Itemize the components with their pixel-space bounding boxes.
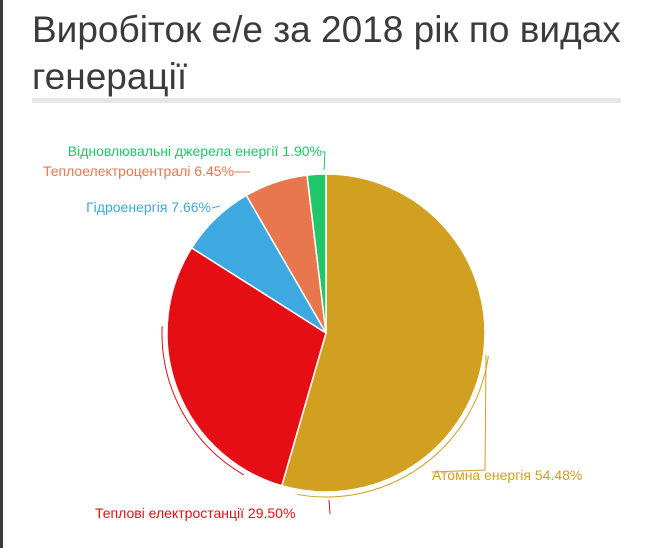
data-labels: Атомна енергія 54.48% Теплові електростан…: [43, 143, 582, 521]
title-underline: [32, 98, 621, 103]
slice-thermal: [166, 247, 327, 487]
label-renewable: Відновлювальні джерела енергії 1.90%: [68, 143, 322, 159]
left-border-rule: [0, 0, 3, 548]
leader-renewable: [322, 151, 326, 171]
label-thermal: Теплові електростанції 29.50%: [95, 505, 295, 521]
leader-lines: [161, 151, 489, 515]
leader-hydro: [211, 205, 221, 209]
label-chp: Теплоелектроцентралі 6.45%: [43, 163, 234, 179]
slice-renewable: [306, 173, 327, 334]
bracket-arc-thermal: [161, 326, 244, 476]
label-atomic: Атомна енергія 54.48%: [432, 467, 582, 483]
leader-thermal: [328, 499, 331, 515]
bracket-arc-atomic: [297, 355, 489, 498]
slice-atomic: [281, 173, 486, 493]
pie-slices: [166, 173, 486, 493]
label-hydro: Гідроенергія 7.66%: [86, 199, 211, 215]
chart-title: Виробіток е/е за 2018 рік по видах генер…: [32, 9, 621, 97]
leader-atomic: [431, 354, 487, 473]
